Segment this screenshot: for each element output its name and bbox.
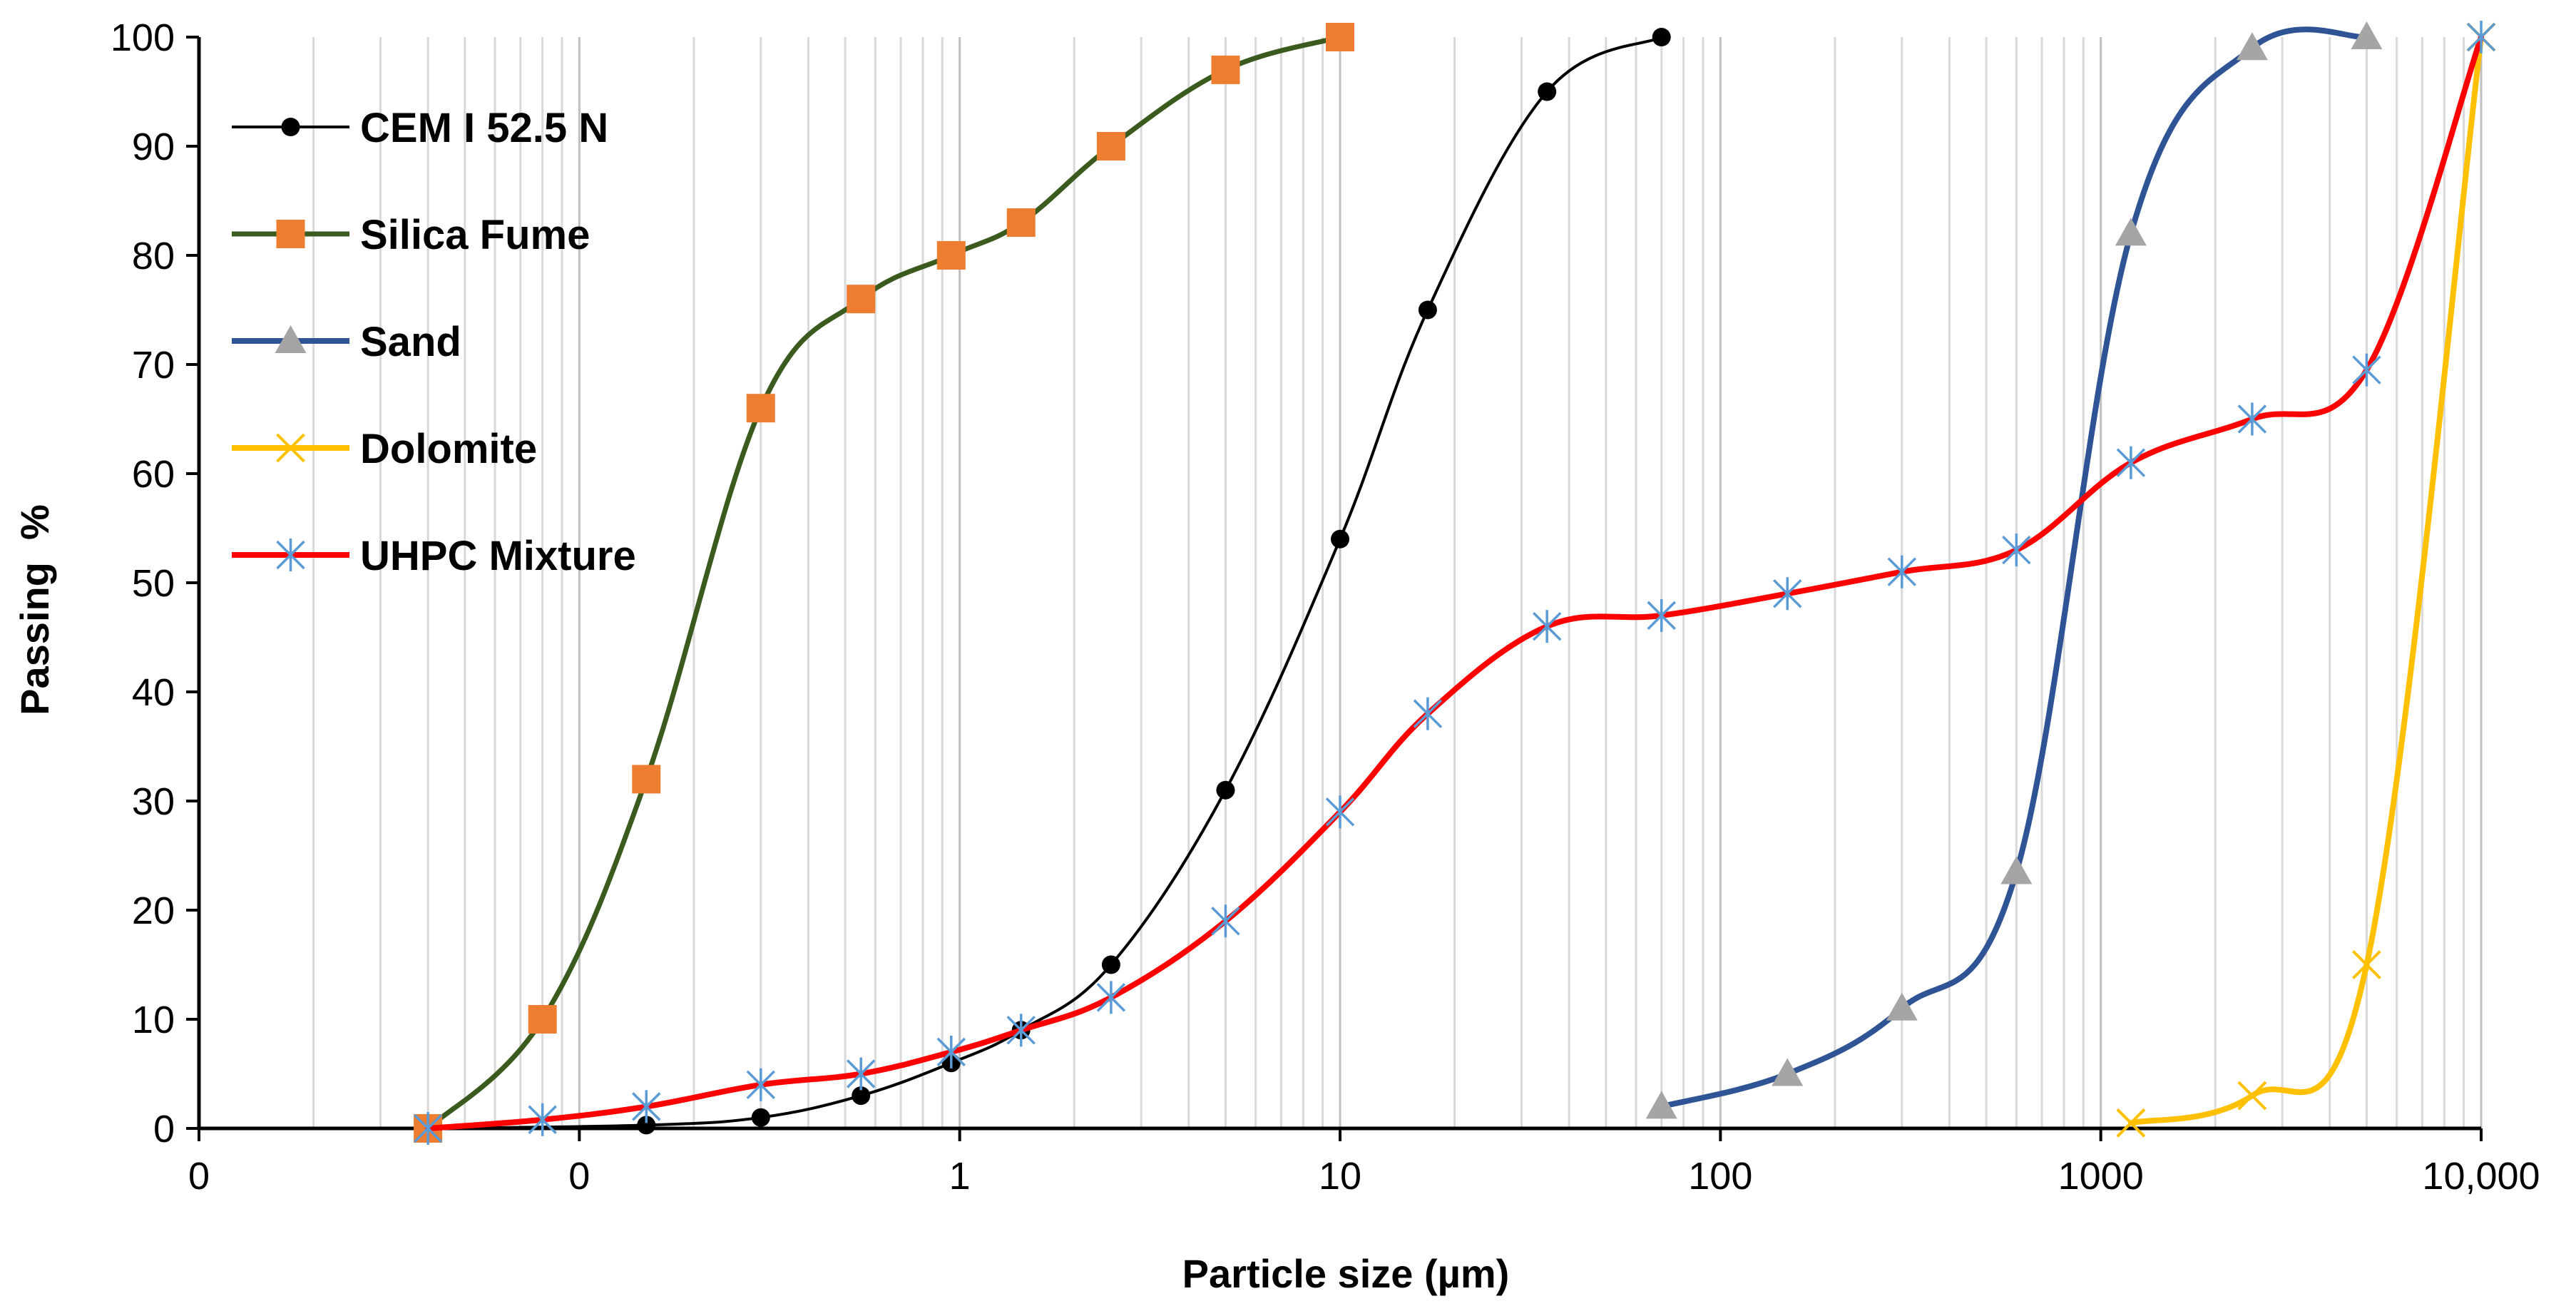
legend-item-sand: Sand (232, 319, 461, 365)
y-tick-label: 100 (111, 16, 175, 59)
data-point-uhpc (2352, 353, 2381, 387)
series-line-cem (426, 36, 1663, 1130)
data-point-cem (1331, 529, 1349, 549)
data-point-sand (2236, 32, 2268, 61)
data-point-silica (1211, 55, 1240, 84)
data-point-uhpc (1647, 598, 1676, 632)
x-tick-label: 1000 (2058, 1155, 2144, 1198)
data-point-uhpc (1006, 1014, 1036, 1047)
y-tick-label: 90 (132, 126, 175, 168)
data-point-silica (847, 285, 876, 314)
y-axis-label: Passing % (12, 504, 57, 715)
y-tick-label: 70 (132, 344, 175, 387)
data-point-sand (2351, 21, 2383, 49)
data-point-uhpc (1211, 904, 1240, 938)
data-point-sand (2000, 856, 2033, 884)
data-point-sand (2115, 218, 2147, 246)
legend-marker (275, 325, 307, 353)
series-line-uhpc (425, 34, 2484, 1131)
data-point-uhpc (1887, 555, 1917, 588)
data-point-uhpc (1325, 795, 1355, 829)
data-point-cem (751, 1108, 770, 1127)
x-tick-label: 10,000 (2422, 1155, 2540, 1198)
y-tick-label: 40 (132, 671, 175, 714)
x-tick-label: 1 (949, 1155, 971, 1198)
legend-item-dolomite: Dolomite (232, 426, 537, 472)
legend-marker (281, 118, 300, 136)
legend-item-cem: CEM I 52.5 N (232, 105, 608, 151)
data-point-uhpc (2466, 21, 2496, 53)
data-point-uhpc (2237, 402, 2267, 436)
y-tick-label: 60 (132, 453, 175, 496)
legend-label: CEM I 52.5 N (360, 105, 608, 151)
series-uhpc (413, 21, 2496, 1145)
x-tick-label: 100 (1688, 1155, 1752, 1198)
data-point-silica (936, 241, 966, 270)
data-point-silica (1326, 23, 1354, 51)
data-point-cem (1538, 82, 1557, 101)
data-point-uhpc (632, 1090, 661, 1123)
legend-item-uhpc: UHPC Mixture (232, 533, 636, 579)
legend-label: Dolomite (360, 426, 537, 472)
data-point-uhpc (846, 1057, 876, 1091)
data-point-silica (1096, 132, 1125, 160)
y-tick-label: 20 (132, 889, 175, 932)
legend: CEM I 52.5 N Silica Fume Sand Dolomite UHPC … (232, 105, 636, 579)
data-point-dolomite (2352, 950, 2381, 979)
data-point-silica (1006, 208, 1036, 238)
data-point-sand (1645, 1091, 1677, 1119)
y-tick-label: 30 (132, 780, 175, 823)
data-point-cem (1101, 955, 1120, 974)
data-point-uhpc (2116, 446, 2146, 479)
data-point-dolomite (2116, 1108, 2146, 1138)
data-point-sand (1886, 992, 1918, 1021)
x-axis-label: Particle size (µm) (1182, 1251, 1510, 1296)
legend-item-silica: Silica Fume (232, 212, 590, 258)
legend-marker (276, 539, 305, 571)
x-tick-label: 0 (188, 1155, 210, 1198)
y-tick-label: 50 (132, 562, 175, 605)
data-point-uhpc (1532, 610, 1562, 643)
data-point-cem (1652, 28, 1671, 46)
y-tick-label: 0 (153, 1108, 175, 1151)
data-point-silica (632, 765, 661, 794)
legend-label: Silica Fume (360, 212, 590, 258)
data-point-uhpc (528, 1103, 557, 1136)
x-tick-label: 0 (568, 1155, 590, 1198)
y-tick-label: 10 (132, 999, 175, 1041)
legend-marker (276, 220, 305, 248)
series-line-sand (1658, 26, 2370, 1110)
data-point-uhpc (1096, 981, 1126, 1014)
y-tick-label: 80 (132, 235, 175, 277)
data-point-cem (852, 1086, 871, 1106)
data-point-uhpc (413, 1112, 443, 1145)
data-point-uhpc (1413, 697, 1443, 730)
data-point-silica (528, 1005, 557, 1034)
data-point-silica (746, 394, 775, 423)
data-point-cem (1216, 780, 1235, 800)
data-series (413, 21, 2496, 1145)
legend-label: UHPC Mixture (360, 533, 636, 579)
series-line-silica (425, 34, 1343, 1131)
series-sand (1645, 21, 2383, 1119)
data-point-cem (637, 1116, 656, 1135)
data-point-cem (1418, 300, 1437, 320)
data-point-uhpc (936, 1035, 966, 1068)
data-point-dolomite (2237, 1081, 2267, 1111)
data-point-uhpc (746, 1068, 776, 1101)
legend-marker (276, 433, 305, 463)
series-silica (414, 23, 1354, 1143)
data-point-uhpc (2002, 534, 2031, 567)
data-point-uhpc (1773, 577, 1802, 611)
data-point-sand (1772, 1058, 1804, 1086)
legend-label: Sand (360, 319, 461, 365)
x-tick-label: 10 (1319, 1155, 1361, 1198)
